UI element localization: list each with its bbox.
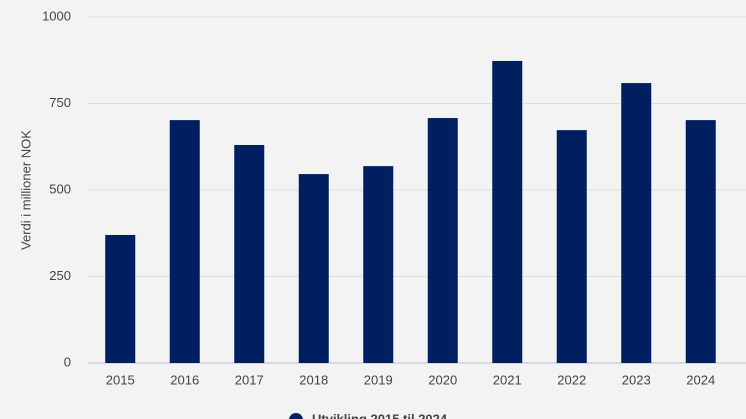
bar <box>685 120 716 363</box>
y-tick-label: 500 <box>49 181 71 196</box>
x-tick-label: 2024 <box>686 372 715 387</box>
x-tick-label: 2019 <box>364 372 393 387</box>
y-tick-label: 250 <box>49 268 71 283</box>
x-tick-label: 2021 <box>493 372 522 387</box>
bar <box>169 120 200 363</box>
bar <box>298 174 329 363</box>
x-tick-label: 2023 <box>622 372 651 387</box>
x-tick-label: 2015 <box>106 372 135 387</box>
y-tick-label: 750 <box>49 95 71 110</box>
x-tick-label: 2016 <box>170 372 199 387</box>
y-tick-label: 0 <box>64 354 71 369</box>
legend-label: Utvikling 2015 til 2024 <box>312 411 448 419</box>
bar <box>363 166 394 363</box>
bar <box>234 145 265 363</box>
bar <box>621 83 652 363</box>
bar <box>556 130 587 363</box>
x-tick-label: 2018 <box>299 372 328 387</box>
bar <box>427 118 458 363</box>
y-tick-label: 1000 <box>42 8 71 23</box>
x-tick-label: 2022 <box>557 372 586 387</box>
bar <box>105 234 136 363</box>
y-axis-label: Verdi i millioner NOK <box>18 130 33 250</box>
bar <box>492 60 523 363</box>
x-tick-label: 2020 <box>428 372 457 387</box>
x-tick-label: 2017 <box>235 372 264 387</box>
legend-swatch <box>289 413 303 419</box>
